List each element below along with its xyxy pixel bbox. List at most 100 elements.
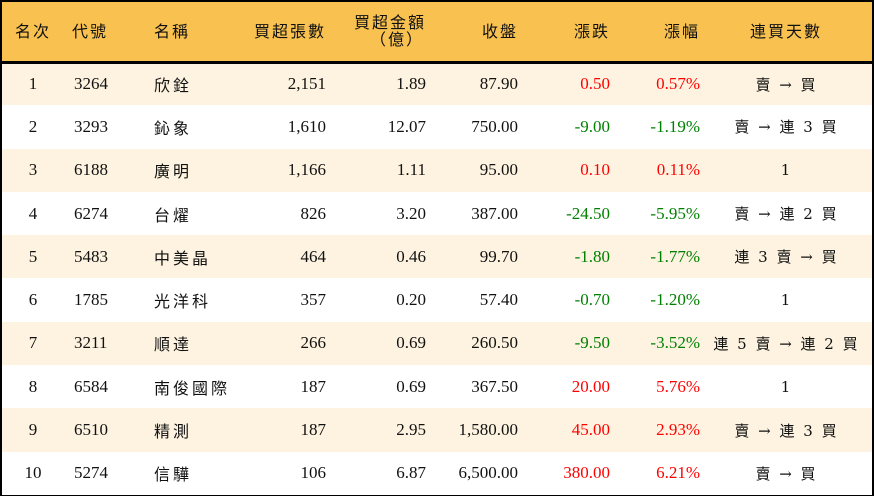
change-cell: -1.80: [574, 246, 610, 266]
change-pct-cell: 6.21%: [656, 463, 700, 483]
header-net-buy-lots: 買超張數: [226, 2, 326, 64]
close-cell: 95.00: [479, 160, 518, 180]
table-row: 2 3293 鈊象 1,610 12.07 750.00 -9.00 -1.19…: [2, 105, 872, 149]
net-buy-amount-cell: 1.89: [396, 74, 426, 94]
rank-cell: 5: [28, 246, 38, 266]
header-net-buy-amount-line2: （億）: [369, 30, 424, 50]
name-cell: 精測: [154, 422, 193, 442]
net-buy-amount-cell: 3.20: [396, 203, 426, 223]
table-row: 3 6188 廣明 1,166 1.11 95.00 0.10 0.11% 1: [2, 148, 872, 192]
rank-cell: 2: [28, 116, 38, 136]
code-cell: 6188: [74, 160, 108, 180]
name-cell: 順達: [154, 335, 193, 355]
close-cell: 387.00: [471, 203, 518, 223]
close-cell: 260.50: [471, 333, 518, 353]
close-cell: 6,500.00: [458, 463, 519, 483]
name-cell: 台燿: [154, 205, 193, 225]
name-cell: 欣銓: [154, 76, 193, 96]
rank-cell: 9: [28, 420, 38, 440]
code-cell: 3293: [74, 116, 108, 136]
code-cell: 6510: [74, 420, 108, 440]
net-buy-lots-cell: 1,166: [287, 160, 326, 180]
code-cell: 5274: [74, 463, 108, 483]
net-buy-amount-cell: 0.69: [396, 376, 426, 396]
net-buy-lots-cell: 106: [300, 463, 327, 483]
close-cell: 367.50: [471, 376, 518, 396]
consecutive-days-cell: 連 3 賣 → 買: [734, 248, 838, 267]
change-pct-cell: -1.20%: [650, 290, 700, 310]
rank-cell: 1: [28, 74, 38, 94]
change-cell: -24.50: [566, 203, 610, 223]
header-close: 收盤: [426, 2, 518, 64]
change-cell: 0.10: [580, 160, 610, 180]
header-code: 代號: [64, 2, 136, 64]
net-buy-amount-cell: 2.95: [396, 420, 426, 440]
change-cell: -9.50: [574, 333, 610, 353]
name-cell: 鈊象: [154, 118, 193, 138]
code-cell: 3264: [74, 74, 108, 94]
net-buy-amount-cell: 0.20: [396, 290, 426, 310]
table-row: 9 6510 精測 187 2.95 1,580.00 45.00 2.93% …: [2, 408, 872, 452]
change-pct-cell: -1.77%: [650, 246, 700, 266]
code-cell: 1785: [74, 290, 108, 310]
consecutive-days-cell: 1: [780, 377, 792, 396]
close-cell: 1,580.00: [458, 420, 519, 440]
header-change-pct: 漲幅: [610, 2, 700, 64]
consecutive-days-cell: 賣 → 買: [755, 464, 817, 483]
close-cell: 99.70: [479, 246, 518, 266]
rank-cell: 4: [28, 203, 38, 223]
change-cell: -9.00: [574, 116, 610, 136]
code-cell: 6584: [74, 376, 108, 396]
net-buy-lots-cell: 2,151: [287, 74, 326, 94]
name-cell: 信驊: [154, 465, 193, 485]
header-consecutive-days: 連買天數: [700, 2, 872, 64]
code-cell: 3211: [74, 333, 108, 353]
change-cell: 20.00: [571, 376, 610, 396]
name-cell: 廣明: [154, 162, 193, 182]
net-buy-amount-cell: 0.69: [396, 333, 426, 353]
net-buy-amount-cell: 6.87: [396, 463, 426, 483]
net-buy-lots-cell: 1,610: [287, 116, 326, 136]
header-name: 名稱: [136, 2, 226, 64]
rank-cell: 10: [24, 463, 42, 483]
change-cell: 380.00: [563, 463, 610, 483]
change-cell: 45.00: [571, 420, 610, 440]
header-change: 漲跌: [518, 2, 610, 64]
net-buy-lots-cell: 187: [300, 376, 327, 396]
change-pct-cell: 2.93%: [656, 420, 700, 440]
net-buy-amount-cell: 1.11: [396, 160, 426, 180]
net-buy-lots-cell: 266: [300, 333, 327, 353]
table-row: 10 5274 信驊 106 6.87 6,500.00 380.00 6.21…: [2, 451, 872, 495]
code-cell: 5483: [74, 246, 108, 266]
table-header-row: 名次 代號 名稱 買超張數 買超金額 （億） 收盤 漲跌 漲幅 連買天數: [2, 2, 872, 64]
table-row: 5 5483 中美晶 464 0.46 99.70 -1.80 -1.77% 連…: [2, 235, 872, 279]
rank-cell: 3: [28, 160, 38, 180]
change-pct-cell: -3.52%: [650, 333, 700, 353]
net-buy-lots-cell: 187: [300, 420, 327, 440]
net-buy-amount-cell: 0.46: [396, 246, 426, 266]
name-cell: 南俊國際: [154, 378, 231, 398]
change-pct-cell: 0.11%: [656, 160, 700, 180]
close-cell: 57.40: [479, 290, 518, 310]
change-cell: 0.50: [580, 74, 610, 94]
table-row: 8 6584 南俊國際 187 0.69 367.50 20.00 5.76% …: [2, 365, 872, 409]
rank-cell: 7: [28, 333, 38, 353]
rank-cell: 6: [28, 290, 38, 310]
table-row: 7 3211 順達 266 0.69 260.50 -9.50 -3.52% 連…: [2, 321, 872, 366]
name-cell: 中美晶: [154, 248, 212, 268]
net-buy-lots-cell: 357: [300, 290, 327, 310]
change-pct-cell: 0.57%: [656, 74, 700, 94]
code-cell: 6274: [74, 203, 108, 223]
header-net-buy-amount: 買超金額 （億）: [326, 2, 426, 64]
change-pct-cell: -5.95%: [650, 203, 700, 223]
consecutive-days-cell: 連 5 賣 → 連 2 買: [713, 334, 859, 353]
table-row: 4 6274 台燿 826 3.20 387.00 -24.50 -5.95% …: [2, 191, 872, 236]
consecutive-days-cell: 賣 → 連 2 買: [734, 205, 838, 224]
name-cell: 光洋科: [154, 292, 212, 312]
net-buy-lots-cell: 464: [300, 246, 327, 266]
change-pct-cell: -1.19%: [650, 116, 700, 136]
header-net-buy-amount-line1: 買超金額: [353, 13, 426, 33]
header-rank: 名次: [2, 2, 64, 64]
